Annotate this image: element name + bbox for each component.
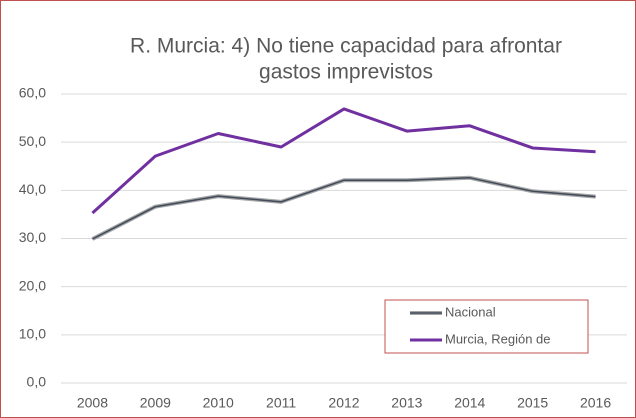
legend-box bbox=[384, 299, 589, 354]
x-tick-label: 2011 bbox=[266, 395, 296, 411]
line bbox=[91, 107, 596, 215]
x-tick-label: 2008 bbox=[77, 395, 108, 411]
legend-label: Murcia, Región de bbox=[445, 331, 551, 346]
x-tick-label: 2009 bbox=[140, 395, 171, 411]
y-tick-label: 30,0 bbox=[19, 229, 46, 245]
y-tick-label: 10,0 bbox=[19, 326, 46, 342]
line bbox=[92, 177, 596, 240]
x-tick-label: 2016 bbox=[580, 395, 611, 411]
y-tick-label: 20,0 bbox=[19, 277, 46, 293]
x-tick-label: 2012 bbox=[328, 395, 359, 411]
x-tick-label: 2013 bbox=[391, 395, 422, 411]
x-tick-label: 2015 bbox=[517, 395, 548, 411]
y-tick-label: 60,0 bbox=[19, 85, 46, 101]
y-tick-label: 50,0 bbox=[19, 133, 46, 149]
legend-label: Nacional bbox=[445, 304, 496, 319]
y-tick-label: 0,0 bbox=[27, 374, 47, 390]
chart-title: gastos imprevistos bbox=[259, 61, 433, 84]
chart-title: R. Murcia: 4) No tiene capacidad para af… bbox=[130, 35, 562, 58]
x-tick-label: 2014 bbox=[454, 395, 485, 411]
y-tick-label: 40,0 bbox=[19, 181, 46, 197]
x-tick-label: 2010 bbox=[203, 395, 234, 411]
